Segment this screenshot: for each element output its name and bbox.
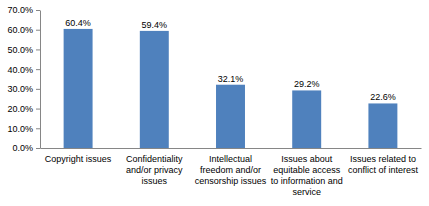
bars bbox=[64, 29, 398, 148]
x-tick: Confidentialityand/or privacyissues bbox=[126, 148, 183, 186]
y-tick-label: 70.0% bbox=[7, 5, 33, 15]
x-tick-label-line: censorship issues bbox=[195, 176, 267, 186]
x-tick-label: Issues related toconflict of interest bbox=[348, 154, 419, 175]
x-tick-label-line: issues bbox=[142, 176, 168, 186]
plot: 0.0% 10.0% 20.0% 30.0% 40.0% 50.0% 60.0% 70.0% C… bbox=[7, 5, 421, 196]
y-tick-mark bbox=[36, 109, 40, 110]
y-tick-label: 50.0% bbox=[7, 45, 33, 55]
x-tick: Issues aboutequitable accessto informati… bbox=[271, 148, 343, 197]
y-tick: 40.0% bbox=[7, 65, 40, 75]
x-tick-label-line: Confidentiality bbox=[126, 154, 183, 164]
data-label: 59.4% bbox=[142, 20, 168, 30]
x-tick-label-line: Issues related to bbox=[350, 154, 416, 164]
y-tick-label: 30.0% bbox=[7, 84, 33, 94]
x-tick: Copyright issues bbox=[45, 148, 112, 164]
x-tick-label-line: freedom and/or bbox=[200, 165, 261, 175]
x-tick-label: Issues aboutequitable accessto informati… bbox=[271, 154, 343, 196]
y-axis: 0.0% 10.0% 20.0% 30.0% 40.0% 50.0% 60.0% 70.0% bbox=[7, 5, 40, 153]
x-axis: Copyright issues Confidentialityand/or pr… bbox=[41, 148, 422, 197]
y-tick-mark bbox=[36, 148, 40, 149]
y-tick: 60.0% bbox=[7, 25, 40, 35]
y-tick-mark bbox=[36, 69, 40, 70]
data-label: 60.4% bbox=[65, 18, 91, 28]
x-tick-label-line: and/or privacy bbox=[126, 165, 183, 175]
x-tick: Issues related toconflict of interest bbox=[348, 148, 419, 175]
y-tick: 20.0% bbox=[7, 104, 40, 114]
y-tick: 50.0% bbox=[7, 45, 40, 55]
y-tick: 10.0% bbox=[7, 124, 40, 134]
bar bbox=[292, 90, 321, 148]
chart: 0.0% 10.0% 20.0% 30.0% 40.0% 50.0% 60.0% 70.0% C… bbox=[0, 0, 429, 206]
x-tick-label-line: equitable access bbox=[273, 165, 341, 175]
y-tick-mark bbox=[36, 10, 40, 11]
x-tick-label-line: service bbox=[292, 187, 321, 197]
data-label: 22.6% bbox=[370, 92, 396, 102]
data-labels: 60.4% 59.4% 32.1% 29.2% 22.6% bbox=[65, 18, 395, 103]
bar bbox=[140, 31, 169, 148]
data-label: 29.2% bbox=[294, 79, 320, 89]
y-tick: 30.0% bbox=[7, 84, 40, 94]
data-label: 32.1% bbox=[218, 74, 244, 84]
x-tick-label-line: Issues about bbox=[281, 154, 333, 164]
x-tick-label: Intellectualfreedom and/orcensorship iss… bbox=[195, 154, 267, 186]
x-tick: Intellectualfreedom and/orcensorship iss… bbox=[195, 148, 267, 186]
y-tick-label: 40.0% bbox=[7, 65, 33, 75]
y-tick-label: 0.0% bbox=[12, 143, 33, 153]
bar bbox=[64, 29, 93, 148]
x-tick-label-line: to information and bbox=[271, 176, 343, 186]
x-tick-label: Confidentialityand/or privacyissues bbox=[126, 154, 183, 186]
x-tick-label-line: Intellectual bbox=[209, 154, 252, 164]
bar bbox=[216, 85, 245, 148]
y-tick-label: 60.0% bbox=[7, 25, 33, 35]
y-tick: 70.0% bbox=[7, 5, 40, 15]
y-tick-mark bbox=[36, 128, 40, 129]
y-tick-label: 10.0% bbox=[7, 124, 33, 134]
x-tick-label-line: Copyright issues bbox=[45, 154, 112, 164]
y-axis-line bbox=[40, 11, 41, 149]
y-tick: 0.0% bbox=[12, 143, 40, 153]
y-tick-label: 20.0% bbox=[7, 104, 33, 114]
x-axis-line bbox=[41, 148, 422, 149]
y-tick-mark bbox=[36, 89, 40, 90]
x-tick-label: Copyright issues bbox=[45, 154, 112, 164]
x-tick-label-line: conflict of interest bbox=[348, 165, 419, 175]
y-tick-mark bbox=[36, 30, 40, 31]
bar bbox=[368, 103, 397, 148]
y-tick-mark bbox=[36, 49, 40, 50]
